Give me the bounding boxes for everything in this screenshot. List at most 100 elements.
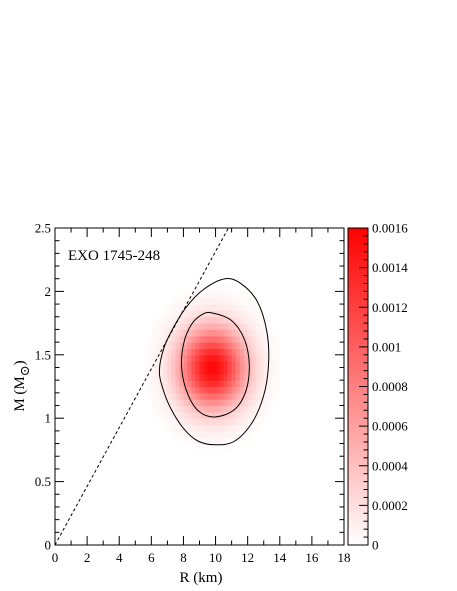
heatmap-cell bbox=[215, 291, 221, 299]
heatmap-cell bbox=[167, 392, 172, 400]
heatmap-cell bbox=[231, 430, 237, 438]
heatmap-cell bbox=[191, 329, 197, 337]
heatmap-cell bbox=[267, 399, 273, 407]
heatmap-cell bbox=[235, 297, 241, 305]
heatmap-cell bbox=[191, 297, 197, 305]
heatmap-cell bbox=[151, 348, 156, 356]
heatmap-cell bbox=[243, 304, 249, 312]
heatmap-cell bbox=[159, 354, 164, 362]
heatmap-cell bbox=[247, 310, 253, 318]
heatmap-cell bbox=[167, 310, 172, 318]
heatmap-cell bbox=[199, 342, 205, 350]
heatmap-cell bbox=[199, 418, 205, 426]
heatmap-cell bbox=[147, 342, 152, 350]
heatmap-cell bbox=[275, 367, 281, 375]
heatmap-cell bbox=[183, 291, 189, 299]
heatmap-cell bbox=[155, 399, 160, 407]
heatmap-cell bbox=[151, 335, 156, 343]
heatmap-cell bbox=[199, 367, 205, 375]
heatmap-cell bbox=[171, 367, 177, 375]
heatmap-cell bbox=[231, 411, 237, 419]
heatmap-cell bbox=[219, 399, 225, 407]
heatmap-cell bbox=[179, 437, 185, 445]
heatmap-cell bbox=[275, 354, 281, 362]
heatmap-cell bbox=[235, 310, 241, 318]
heatmap-cell bbox=[275, 342, 281, 350]
heatmap-cell bbox=[223, 342, 229, 350]
heatmap-cell bbox=[243, 411, 249, 419]
heatmap-cell bbox=[163, 310, 168, 318]
heatmap-cell bbox=[195, 405, 201, 413]
heatmap-cell bbox=[223, 411, 229, 419]
heatmap-cell bbox=[183, 310, 189, 318]
heatmap-cell bbox=[187, 411, 193, 419]
heatmap-cell bbox=[275, 386, 281, 394]
colorbar-tick-label: 0.0004 bbox=[372, 458, 408, 473]
heatmap-cell bbox=[227, 361, 233, 369]
heatmap-cell bbox=[259, 335, 265, 343]
heatmap-cell bbox=[239, 329, 245, 337]
heatmap-cell bbox=[235, 386, 241, 394]
heatmap-cell bbox=[171, 392, 177, 400]
heatmap-cell bbox=[247, 335, 253, 343]
heatmap-cell bbox=[191, 304, 197, 312]
heatmap-cell bbox=[195, 386, 201, 394]
heatmap-cell bbox=[211, 354, 217, 362]
heatmap-cell bbox=[195, 310, 201, 318]
heatmap-cell bbox=[223, 361, 229, 369]
heatmap-cell bbox=[155, 342, 160, 350]
heatmap-cell bbox=[235, 329, 241, 337]
heatmap-cell bbox=[179, 291, 185, 299]
y-axis-title: M (M⊙) bbox=[12, 360, 32, 411]
heatmap-cell bbox=[271, 342, 277, 350]
heatmap-cell bbox=[255, 399, 261, 407]
heatmap-cell bbox=[151, 323, 156, 331]
heatmap-cell bbox=[155, 361, 160, 369]
heatmap-cell bbox=[211, 430, 217, 438]
heatmap-cell bbox=[203, 361, 209, 369]
heatmap-cell bbox=[175, 405, 181, 413]
heatmap-cell bbox=[263, 329, 269, 337]
heatmap-cell bbox=[267, 348, 273, 356]
heatmap-cell bbox=[187, 424, 193, 432]
heatmap-cell bbox=[223, 380, 229, 388]
heatmap-cell bbox=[227, 291, 233, 299]
heatmap-cell bbox=[207, 329, 213, 337]
heatmap-cell bbox=[263, 411, 269, 419]
colorbar-axis: 0 0.0002 0.0004 0.0006 0.0008 0.001 0.0012 0.00… bbox=[359, 221, 408, 553]
heatmap-cell bbox=[147, 386, 152, 394]
heatmap-cell bbox=[231, 316, 237, 324]
heatmap-cell bbox=[259, 405, 265, 413]
heatmap-cell bbox=[175, 380, 181, 388]
heatmap-cell bbox=[231, 342, 237, 350]
heatmap-cell bbox=[247, 392, 253, 400]
heatmap-cell bbox=[267, 323, 273, 331]
heatmap-cell bbox=[211, 361, 217, 369]
heatmap-cell bbox=[183, 418, 189, 426]
heatmap-cell bbox=[203, 316, 209, 324]
heatmap-cell bbox=[207, 424, 213, 432]
heatmap-cell bbox=[171, 405, 177, 413]
heatmap-cell bbox=[191, 380, 197, 388]
heatmap-cell bbox=[175, 367, 181, 375]
heatmap-cell bbox=[207, 361, 213, 369]
heatmap-cell bbox=[251, 323, 257, 331]
heatmap-cell bbox=[235, 411, 241, 419]
heatmap-cell bbox=[243, 329, 249, 337]
heatmap-cell bbox=[255, 335, 261, 343]
heatmap-cell bbox=[195, 418, 201, 426]
heatmap-cell bbox=[175, 329, 181, 337]
heatmap-cell bbox=[271, 354, 277, 362]
x-tick-label: 16 bbox=[305, 550, 319, 565]
heatmap-cell bbox=[235, 405, 241, 413]
heatmap-cell bbox=[219, 386, 225, 394]
heatmap-cell bbox=[255, 386, 261, 394]
heatmap-cell bbox=[191, 405, 197, 413]
heatmap-cell bbox=[147, 367, 152, 375]
heatmap-cell bbox=[231, 291, 237, 299]
heatmap-cell bbox=[223, 348, 229, 356]
heatmap-cell bbox=[267, 405, 273, 413]
heatmap-cell bbox=[187, 392, 193, 400]
heatmap-cell bbox=[263, 316, 269, 324]
heatmap-cell bbox=[179, 373, 185, 381]
